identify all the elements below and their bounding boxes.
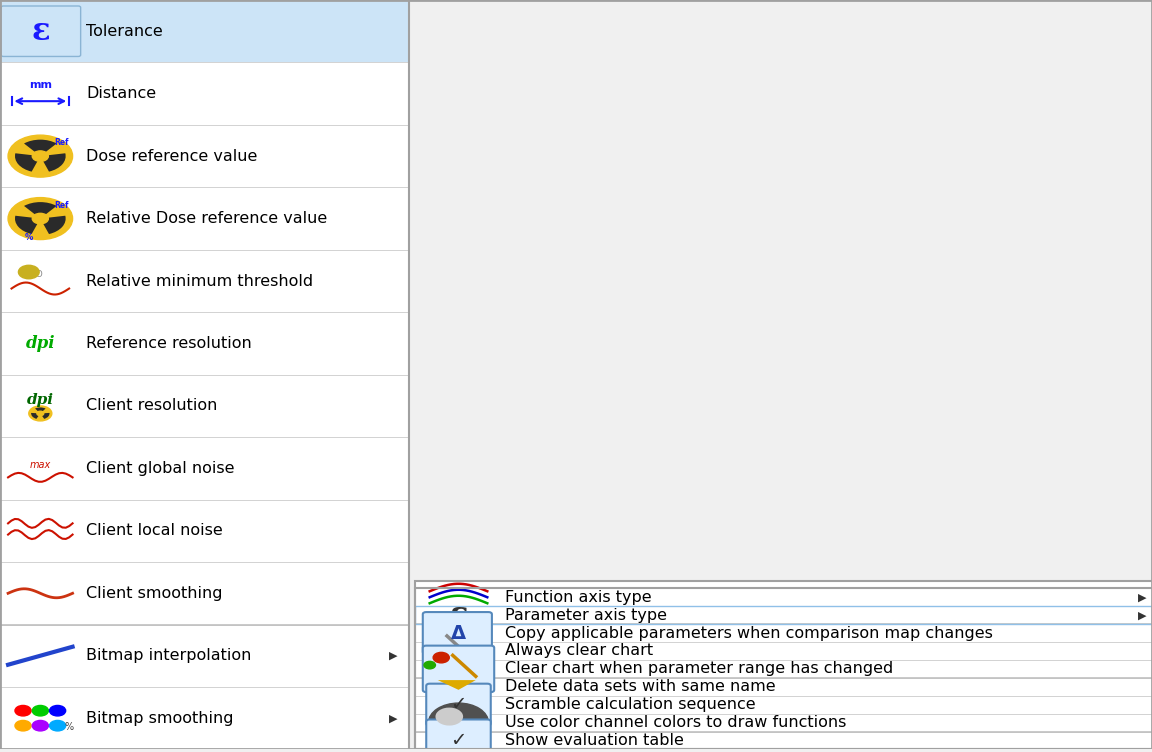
Text: Ref: Ref <box>54 201 68 210</box>
Bar <box>0 0 409 62</box>
Circle shape <box>50 705 66 716</box>
Bar <box>415 606 1152 624</box>
Text: Client global noise: Client global noise <box>86 461 235 476</box>
Wedge shape <box>40 413 50 419</box>
Bar <box>415 581 1152 750</box>
Text: Parameter axis type: Parameter axis type <box>505 608 667 623</box>
Text: Client resolution: Client resolution <box>86 399 218 414</box>
Text: ✓: ✓ <box>450 695 467 714</box>
Text: ▶: ▶ <box>1138 593 1146 602</box>
FancyBboxPatch shape <box>423 612 492 654</box>
Text: Bitmap interpolation: Bitmap interpolation <box>86 648 252 663</box>
Wedge shape <box>15 216 40 234</box>
Text: Distance: Distance <box>86 86 157 102</box>
Circle shape <box>8 198 73 240</box>
Circle shape <box>15 720 31 731</box>
Circle shape <box>32 720 48 731</box>
Circle shape <box>424 661 435 669</box>
FancyBboxPatch shape <box>426 684 491 726</box>
Text: Show evaluation table: Show evaluation table <box>505 733 683 748</box>
Polygon shape <box>435 663 482 674</box>
Text: Delete data sets with same name: Delete data sets with same name <box>505 679 775 694</box>
Text: dpi: dpi <box>25 335 55 352</box>
Circle shape <box>37 411 44 416</box>
Wedge shape <box>40 216 66 234</box>
Circle shape <box>15 705 31 716</box>
FancyBboxPatch shape <box>426 720 491 752</box>
Text: Client smoothing: Client smoothing <box>86 586 222 601</box>
Circle shape <box>433 653 449 663</box>
Text: ▶: ▶ <box>1138 610 1146 620</box>
Circle shape <box>8 135 73 177</box>
Text: dpi: dpi <box>26 393 54 407</box>
Text: Clear chart when parameter range has changed: Clear chart when parameter range has cha… <box>505 661 893 676</box>
Circle shape <box>429 703 488 742</box>
Wedge shape <box>35 408 46 414</box>
Text: Scramble calculation sequence: Scramble calculation sequence <box>505 697 756 712</box>
Bar <box>415 588 1152 750</box>
Text: Δ: Δ <box>450 623 467 642</box>
Polygon shape <box>438 680 476 690</box>
Text: %: % <box>65 722 74 732</box>
Text: mm: mm <box>29 80 52 89</box>
Wedge shape <box>24 140 56 156</box>
Text: Bitmap smoothing: Bitmap smoothing <box>86 711 234 726</box>
Text: Relative minimum threshold: Relative minimum threshold <box>86 274 313 289</box>
Text: Reference resolution: Reference resolution <box>86 336 252 351</box>
Circle shape <box>18 265 39 279</box>
Text: Tolerance: Tolerance <box>86 24 164 38</box>
Text: %: % <box>24 233 33 242</box>
Text: ▶: ▶ <box>389 650 397 661</box>
Circle shape <box>50 720 66 731</box>
Circle shape <box>32 214 48 224</box>
Text: Dose reference value: Dose reference value <box>86 149 258 164</box>
Text: Always clear chart: Always clear chart <box>505 644 653 659</box>
Text: ε: ε <box>31 16 50 47</box>
Bar <box>0 0 409 750</box>
Text: Function axis type: Function axis type <box>505 590 651 605</box>
Text: N/O: N/O <box>26 269 43 278</box>
Circle shape <box>29 406 52 421</box>
Wedge shape <box>24 202 56 219</box>
Text: Ref: Ref <box>54 138 68 147</box>
Text: ε: ε <box>449 599 468 631</box>
FancyBboxPatch shape <box>423 646 494 692</box>
Text: Relative Dose reference value: Relative Dose reference value <box>86 211 327 226</box>
Text: ✓: ✓ <box>450 731 467 750</box>
Wedge shape <box>15 153 40 171</box>
Text: Client local noise: Client local noise <box>86 523 223 538</box>
Wedge shape <box>31 413 40 419</box>
Circle shape <box>32 705 48 716</box>
Text: Use color channel colors to draw functions: Use color channel colors to draw functio… <box>505 715 846 730</box>
FancyBboxPatch shape <box>1 6 81 56</box>
Wedge shape <box>435 708 463 726</box>
Circle shape <box>32 151 48 162</box>
Wedge shape <box>40 153 66 171</box>
Bar <box>415 606 1152 624</box>
Text: ▶: ▶ <box>389 713 397 723</box>
Text: Copy applicable parameters when comparison map changes: Copy applicable parameters when comparis… <box>505 626 993 641</box>
Text: max: max <box>30 459 51 470</box>
